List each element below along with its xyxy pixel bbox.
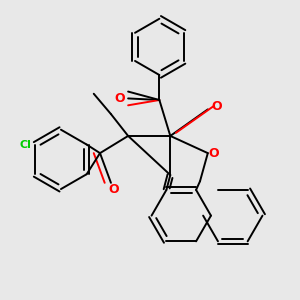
Text: O: O: [109, 183, 119, 196]
Text: O: O: [211, 100, 222, 113]
Text: Cl: Cl: [20, 140, 32, 149]
Text: O: O: [114, 92, 125, 105]
Text: O: O: [209, 147, 219, 160]
